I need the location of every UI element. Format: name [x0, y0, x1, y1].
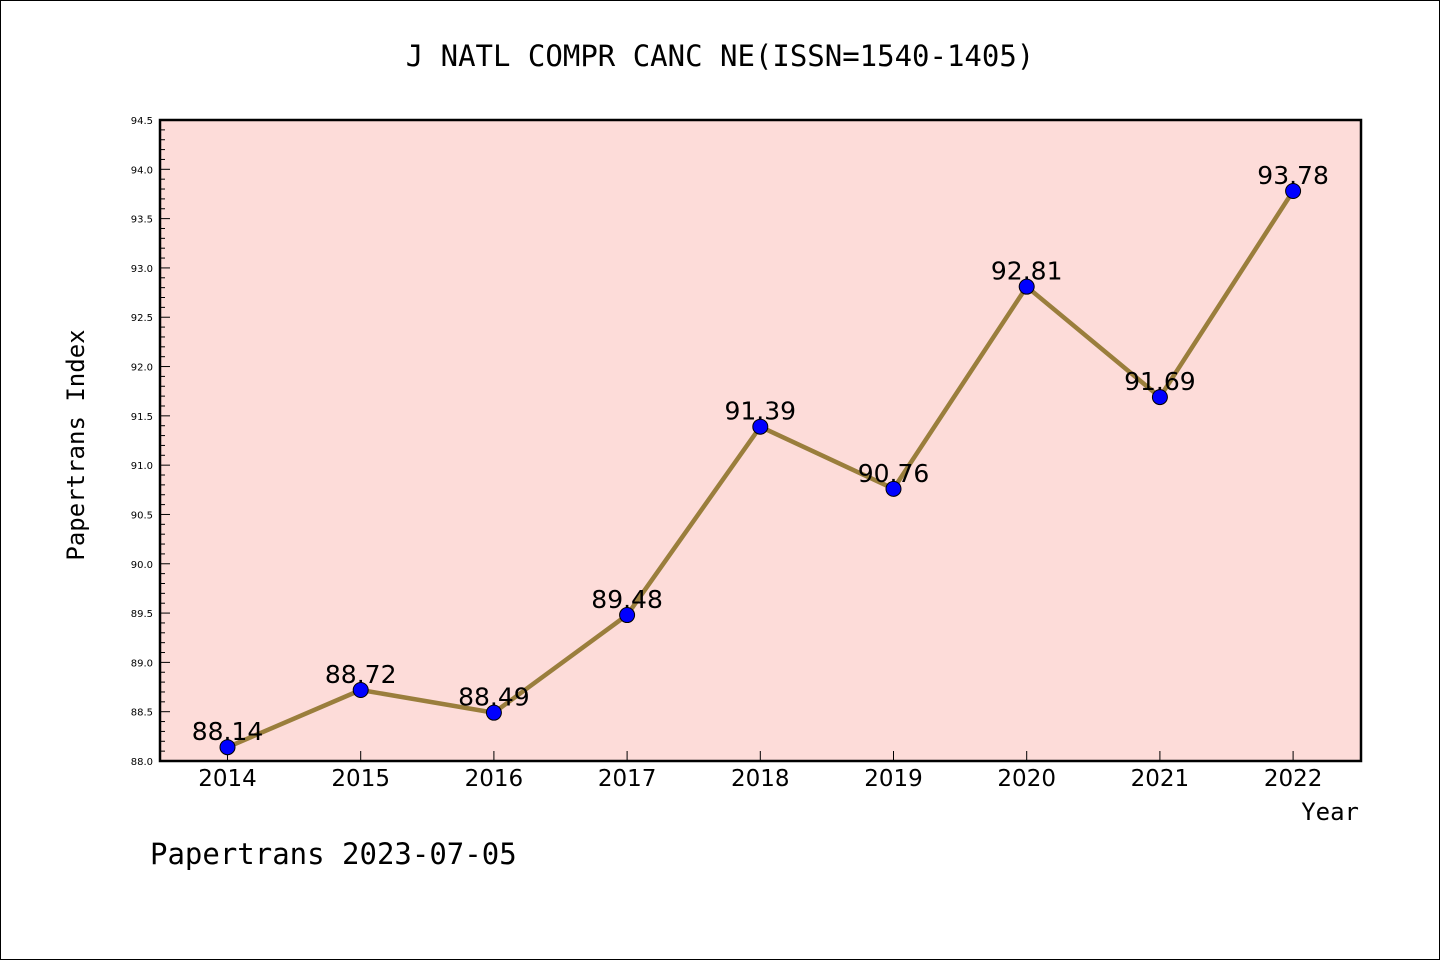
y-tick-label: 92.0	[131, 363, 153, 374]
data-label: 88.72	[325, 660, 397, 689]
y-tick-label: 90.5	[131, 510, 153, 521]
x-tick-label: 2022	[1264, 766, 1323, 792]
x-tick-label: 2020	[997, 766, 1056, 792]
x-tick-label: 2021	[1131, 766, 1190, 792]
chart-title: J NATL COMPR CANC NE(ISSN=1540-1405)	[406, 39, 1035, 73]
y-tick-label: 88.5	[131, 708, 153, 719]
data-label: 89.48	[591, 585, 663, 614]
y-tick-label: 93.0	[131, 264, 153, 275]
x-tick-label: 2016	[465, 766, 524, 792]
data-label: 93.78	[1257, 161, 1329, 190]
y-tick-label: 93.5	[131, 215, 153, 226]
data-label: 88.14	[192, 717, 264, 746]
x-tick-label: 2018	[731, 766, 790, 792]
y-axis: 88.0 88.5 89.0 89.5 90.0 90.5 91.0 91.5 92.0 92.5…	[131, 116, 170, 768]
data-point	[752, 418, 769, 435]
data-label: 88.49	[458, 683, 530, 712]
data-point	[1285, 183, 1302, 200]
data-label: 90.76	[858, 459, 930, 488]
y-tick-label: 91.0	[131, 461, 153, 472]
data-point	[219, 739, 236, 756]
plot-area	[158, 118, 1363, 763]
y-tick-label: 91.5	[131, 412, 153, 423]
x-tick-label: 2015	[331, 766, 390, 792]
y-axis-label: Papertrans Index	[62, 329, 90, 560]
data-markers	[219, 183, 1302, 756]
data-point	[485, 704, 502, 721]
y-tick-label: 88.0	[131, 757, 153, 768]
footer-stamp: Papertrans 2023-07-05	[150, 837, 517, 871]
data-point	[885, 480, 902, 497]
x-tick-label: 2014	[198, 766, 257, 792]
y-tick-label: 89.0	[131, 658, 153, 669]
data-point	[619, 607, 636, 624]
y-tick-label: 92.5	[131, 313, 153, 324]
y-tick-label: 90.0	[131, 560, 153, 571]
data-label: 92.81	[991, 257, 1063, 286]
data-labels: 88.14 88.72 88.49 89.48 91.39 90.76 92.81 91.69…	[192, 161, 1329, 746]
x-axis-label: Year	[1301, 798, 1359, 826]
x-tick-label: 2017	[598, 766, 657, 792]
y-tick-label: 94.0	[131, 165, 153, 176]
x-tick-label: 2019	[864, 766, 923, 792]
data-point	[1151, 389, 1168, 406]
y-tick-label: 94.5	[131, 116, 153, 127]
y-tick-label: 89.5	[131, 609, 153, 620]
data-point	[1018, 278, 1035, 295]
data-point	[352, 681, 369, 698]
x-axis: 2014 2015 2016 2017 2018 2019 2020 2021 2022	[198, 751, 1322, 792]
data-label: 91.39	[725, 397, 797, 426]
data-label: 91.69	[1124, 367, 1196, 396]
